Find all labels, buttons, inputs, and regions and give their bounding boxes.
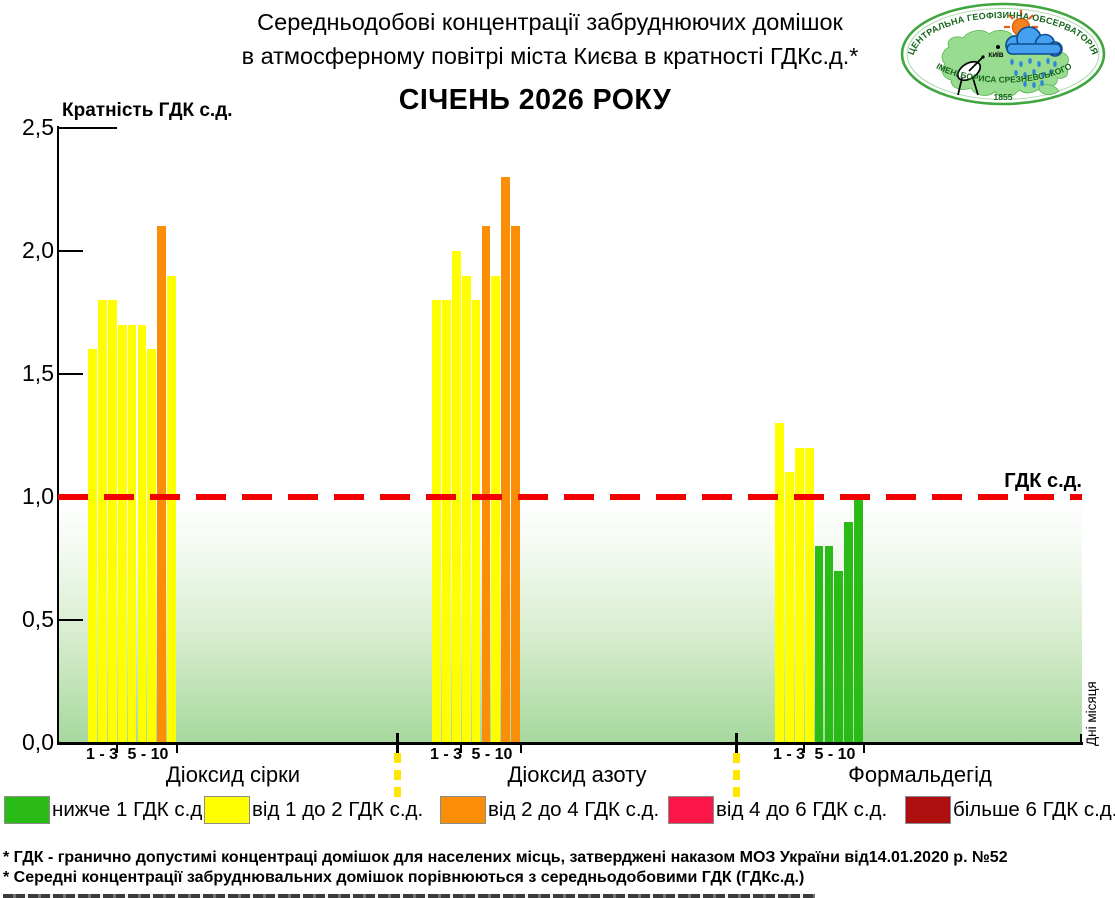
bar-Формальдегід-7 bbox=[834, 570, 844, 743]
x-axis-tick bbox=[460, 744, 462, 753]
footnote-2: * Середні концентрації забруднювальних д… bbox=[3, 869, 805, 886]
below-gdk-gradient-zone bbox=[59, 497, 1082, 743]
bar-Формальдегід-2 bbox=[784, 472, 794, 743]
legend-item-4to6: від 4 до 6 ГДК с.д. bbox=[668, 796, 887, 824]
bar-Формальдегід-5 bbox=[814, 546, 824, 743]
cropped-text-line bbox=[3, 894, 815, 898]
bar-Діоксид азоту-7 bbox=[491, 275, 501, 743]
bar-Формальдегід-4 bbox=[804, 447, 814, 743]
page-title: Середньодобові концентрації забруднюючих… bbox=[130, 5, 970, 73]
y-tick-line bbox=[59, 619, 83, 621]
y-tick-label: 1,0 bbox=[22, 483, 54, 509]
y-axis-title: Кратність ГДК с.д. bbox=[62, 100, 233, 121]
x-axis-end-tick bbox=[1080, 734, 1082, 743]
bar-Діоксид сірки-5 bbox=[127, 324, 137, 743]
observatory-logo-icon: КИЇВ ЦЕНТРАЛЬНА ГЕОФІЗИЧНА ОБСЕРВАТОРІЯ … bbox=[900, 2, 1106, 106]
y-tick-line bbox=[59, 250, 83, 252]
legend-label: від 4 до 6 ГДК с.д. bbox=[716, 798, 888, 821]
group-separator-dashes bbox=[394, 753, 401, 803]
bar-Формальдегід-3 bbox=[794, 447, 804, 743]
y-axis-line bbox=[57, 126, 59, 744]
rain-cloud-icon bbox=[1005, 26, 1063, 88]
bar-Формальдегід-9 bbox=[854, 497, 864, 743]
day-range-label: 5 - 10 bbox=[471, 746, 513, 763]
satellite-dish-icon bbox=[956, 55, 985, 96]
bar-Діоксид сірки-2 bbox=[97, 300, 107, 743]
day-range-label: 1 - 3 bbox=[772, 746, 805, 763]
legend-swatch-2to4 bbox=[440, 796, 486, 824]
bar-Діоксид азоту-6 bbox=[481, 226, 491, 743]
footnote-1: * ГДК - гранично допустимі концентраці д… bbox=[3, 849, 1008, 866]
group-boundary-tick bbox=[735, 733, 738, 753]
bar-Формальдегід-1 bbox=[775, 423, 784, 743]
y-tick-line bbox=[59, 373, 83, 375]
y-tick-label: 0,0 bbox=[22, 729, 54, 755]
y-tick-label: 2,0 bbox=[22, 237, 54, 263]
day-range-label: 5 - 10 bbox=[127, 746, 169, 763]
y-tick-label: 2,5 bbox=[22, 114, 54, 140]
legend-swatch-4to6 bbox=[668, 796, 714, 824]
bar-Формальдегід-6 bbox=[824, 546, 834, 743]
bar-Діоксид сірки-6 bbox=[137, 324, 147, 743]
bar-Діоксид азоту-1 bbox=[432, 300, 441, 743]
y-tick-label: 0,5 bbox=[22, 606, 54, 632]
legend-item-below1: нижче 1 ГДК с.д. bbox=[4, 796, 208, 824]
legend-label: більше 6 ГДК с.д. bbox=[953, 798, 1115, 821]
raindrops bbox=[1010, 58, 1057, 88]
bar-Діоксид азоту-5 bbox=[471, 300, 481, 743]
legend-swatch-above6 bbox=[905, 796, 951, 824]
bar-Формальдегід-8 bbox=[844, 521, 854, 743]
gdk-reference-line bbox=[58, 494, 1082, 500]
legend-swatch-1to2 bbox=[204, 796, 250, 824]
title-line-2: в атмосферному повітрі міста Києва в кра… bbox=[241, 43, 859, 69]
bar-Діоксид сірки-8 bbox=[157, 226, 167, 743]
gdk-line-label: ГДК с.д. bbox=[1004, 470, 1082, 492]
x-axis-line bbox=[57, 742, 1083, 745]
x-axis-tick bbox=[863, 744, 865, 753]
bar-Діоксид азоту-2 bbox=[441, 300, 451, 743]
day-range-label: 1 - 3 bbox=[85, 746, 118, 763]
legend-item-2to4: від 2 до 4 ГДК с.д. bbox=[440, 796, 659, 824]
x-axis-tick bbox=[520, 744, 522, 753]
y-tick-line bbox=[59, 127, 117, 129]
group-separator-dashes bbox=[733, 753, 740, 803]
day-range-label: 5 - 10 bbox=[814, 746, 856, 763]
bar-Діоксид сірки-4 bbox=[117, 324, 127, 743]
days-of-month-label: Дні місяця bbox=[1084, 681, 1099, 746]
group-label: Формальдегід bbox=[848, 762, 992, 787]
bar-Діоксид сірки-7 bbox=[147, 349, 157, 743]
bar-Діоксид азоту-8 bbox=[501, 177, 511, 743]
day-range-label: 1 - 3 bbox=[429, 746, 462, 763]
legend-item-above6: більше 6 ГДК с.д. bbox=[905, 796, 1115, 824]
legend-label: від 1 до 2 ГДК с.д. bbox=[252, 798, 424, 821]
bar-Діоксид азоту-9 bbox=[511, 226, 521, 743]
y-tick-label: 1,5 bbox=[22, 360, 54, 386]
bar-Діоксид сірки-9 bbox=[167, 275, 177, 743]
legend-label: від 2 до 4 ГДК с.д. bbox=[488, 798, 660, 821]
month-subtitle: СІЧЕНЬ 2026 РОКУ bbox=[398, 84, 672, 116]
legend-swatch-below1 bbox=[4, 796, 50, 824]
x-axis-tick bbox=[176, 744, 178, 753]
group-boundary-tick bbox=[396, 733, 399, 753]
group-label: Діоксид азоту bbox=[507, 762, 647, 787]
group-label: Діоксид сірки bbox=[165, 762, 301, 787]
x-axis-tick bbox=[803, 744, 805, 753]
logo-year: 1855 bbox=[994, 92, 1013, 102]
kyiv-dot bbox=[996, 45, 1000, 49]
x-axis-tick bbox=[116, 744, 118, 753]
bar-Діоксид сірки-1 bbox=[88, 349, 97, 743]
kyiv-label: КИЇВ bbox=[988, 51, 1003, 59]
bar-Діоксид азоту-4 bbox=[461, 275, 471, 743]
bar-Діоксид сірки-3 bbox=[107, 300, 117, 743]
legend-label: нижче 1 ГДК с.д. bbox=[52, 798, 208, 821]
legend-item-1to2: від 1 до 2 ГДК с.д. bbox=[204, 796, 423, 824]
title-line-1: Середньодобові концентрації забруднюючих… bbox=[257, 9, 843, 35]
